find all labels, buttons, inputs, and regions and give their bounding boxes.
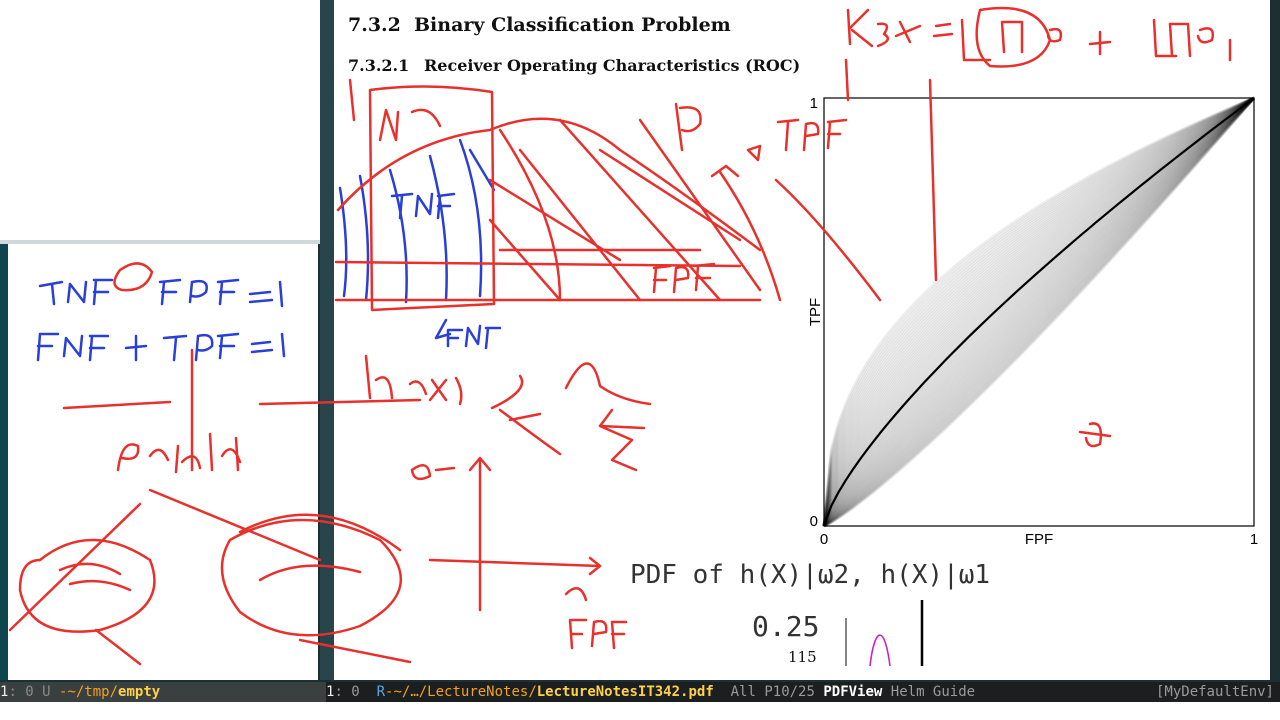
- right-mode-line[interactable]: 1: 0 R-~/…/LectureNotes/LectureNotesIT34…: [326, 682, 1280, 702]
- left-mode-line[interactable]: 1: 0 U -~/tmp/empty: [0, 682, 326, 702]
- x-tick-label: 0: [820, 531, 828, 548]
- window-number: 1: [326, 684, 335, 700]
- window-separator[interactable]: [320, 0, 334, 680]
- density-plot-fragment: [845, 600, 924, 667]
- figure-caption: PDF of h(X)|ω2, h(X)|ω1: [630, 560, 991, 590]
- window-divider[interactable]: [0, 240, 320, 244]
- subsection-heading: 7.3.2.1 Receiver Operating Characteristic…: [348, 56, 800, 75]
- x-tick-label: 1: [1250, 531, 1258, 548]
- minor-modes[interactable]: Helm Guide: [882, 684, 976, 700]
- section-heading: 7.3.2 Binary Classification Problem: [348, 14, 731, 36]
- roc-chart: 1 0 0 1 FPF TPF: [807, 95, 1258, 548]
- drawing-canvas-pane[interactable]: [8, 244, 318, 680]
- page-number: 115: [788, 648, 817, 666]
- subsection-number: 7.3.2.1: [348, 56, 410, 75]
- buffer-status: : 0 U: [8, 684, 60, 700]
- buffer-path: -~/tmp/: [59, 684, 119, 700]
- section-number: 7.3.2: [348, 14, 401, 36]
- blank-buffer-pane[interactable]: [0, 0, 320, 240]
- major-mode[interactable]: PDFView: [823, 684, 883, 700]
- buffer-path: -~/…/LectureNotes/: [385, 684, 537, 700]
- y-tick-label: 1: [810, 95, 818, 112]
- buffer-status: : 0: [334, 684, 377, 700]
- page-position: All P10/25: [713, 684, 824, 700]
- density-curve: [869, 634, 891, 667]
- pdf-page[interactable]: 7.3.2 Binary Classification Problem 7.3.2…: [334, 0, 1270, 680]
- buffer-name: empty: [118, 684, 161, 700]
- echo-area[interactable]: [0, 702, 1280, 720]
- y-axis-label: TPF: [807, 298, 824, 326]
- roc-curves: [822, 96, 1256, 528]
- remote-flag: R: [376, 684, 386, 700]
- subsection-title: Receiver Operating Characteristics (ROC): [424, 56, 801, 75]
- buffer-name: LectureNotesIT342.pdf: [536, 684, 714, 700]
- section-title: Binary Classification Problem: [414, 14, 731, 36]
- window-number: 1: [0, 684, 9, 700]
- density-tick-label: 0.25: [752, 610, 820, 643]
- left-fringe: [0, 244, 8, 680]
- y-tick-label: 0: [810, 513, 818, 530]
- x-axis-label: FPF: [1025, 531, 1053, 548]
- environment-indicator[interactable]: [MyDefaultEnv]: [1155, 684, 1274, 700]
